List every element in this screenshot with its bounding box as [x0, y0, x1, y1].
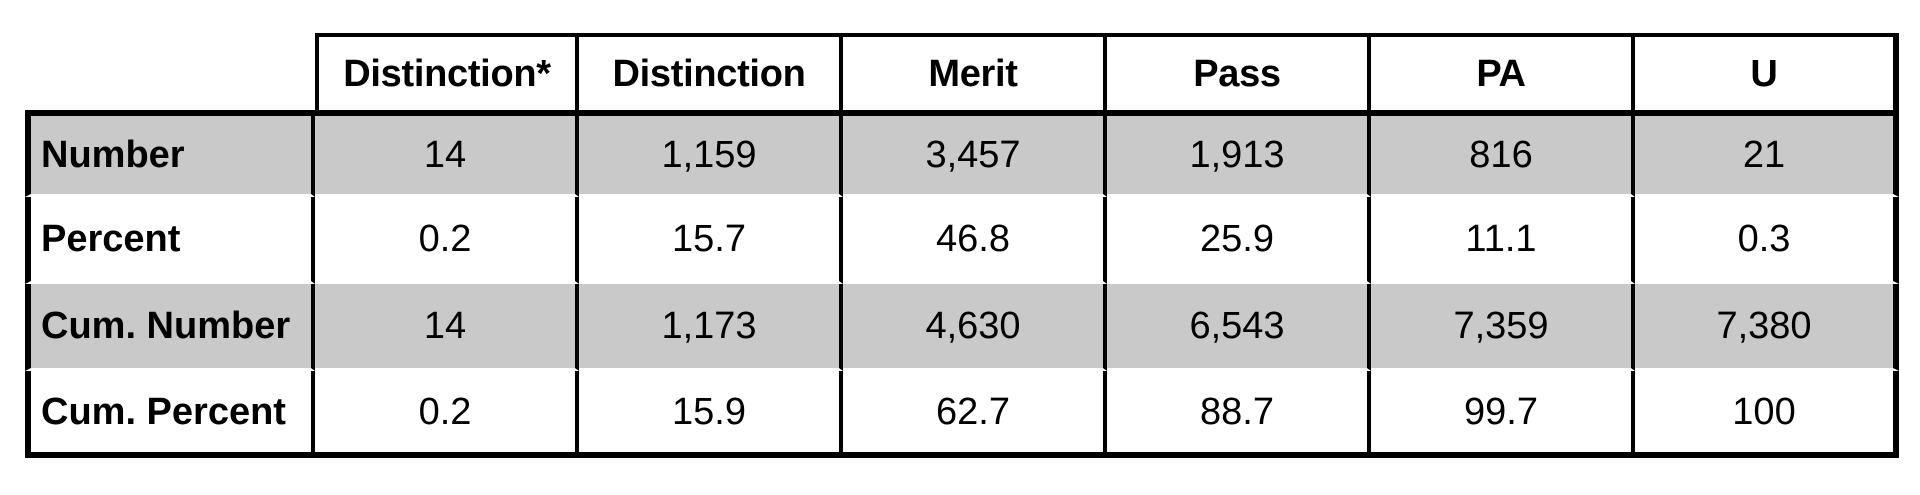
data-cell: 14: [315, 284, 579, 371]
data-cell: 21: [1635, 110, 1899, 197]
column-header-u: U: [1635, 33, 1899, 110]
table-row-cum-number: Cum. Number 14 1,173 4,630 6,543 7,359 7,380: [25, 284, 1899, 371]
data-cell: 0.2: [315, 197, 579, 284]
header-row: Distinction* Distinction Merit Pass PA U: [25, 33, 1899, 110]
data-cell: 0.3: [1635, 197, 1899, 284]
data-cell: 100: [1635, 371, 1899, 458]
row-label-number: Number: [25, 110, 315, 197]
data-cell: 15.9: [579, 371, 843, 458]
column-header-distinction: Distinction*: [315, 33, 579, 110]
data-cell: 99.7: [1371, 371, 1635, 458]
table-row-cum-percent: Cum. Percent 0.2 15.9 62.7 88.7 99.7 100: [25, 371, 1899, 458]
data-cell: 46.8: [843, 197, 1107, 284]
data-cell: 0.2: [315, 371, 579, 458]
data-cell: 88.7: [1107, 371, 1371, 458]
data-cell: 11.1: [1371, 197, 1635, 284]
data-cell: 7,359: [1371, 284, 1635, 371]
data-cell: 7,380: [1635, 284, 1899, 371]
column-header-pass: Pass: [1107, 33, 1371, 110]
data-cell: 62.7: [843, 371, 1107, 458]
data-cell: 14: [315, 110, 579, 197]
grade-distribution-table: Distinction* Distinction Merit Pass PA U Numb…: [25, 33, 1899, 458]
column-header-pa: PA: [1371, 33, 1635, 110]
data-cell: 3,457: [843, 110, 1107, 197]
data-cell: 816: [1371, 110, 1635, 197]
column-header-distinction: Distinction: [579, 33, 843, 110]
data-cell: 1,913: [1107, 110, 1371, 197]
row-label-cum-percent: Cum. Percent: [25, 371, 315, 458]
table-header: Distinction* Distinction Merit Pass PA U: [25, 33, 1899, 110]
data-cell: 4,630: [843, 284, 1107, 371]
data-cell: 1,159: [579, 110, 843, 197]
table-row-percent: Percent 0.2 15.7 46.8 25.9 11.1 0.3: [25, 197, 1899, 284]
data-cell: 6,543: [1107, 284, 1371, 371]
table-body: Number 14 1,159 3,457 1,913 816 21 Percent 0.2 15…: [25, 110, 1899, 458]
table-row-number: Number 14 1,159 3,457 1,913 816 21: [25, 110, 1899, 197]
data-cell: 1,173: [579, 284, 843, 371]
corner-cell: [25, 33, 315, 110]
row-label-percent: Percent: [25, 197, 315, 284]
column-header-merit: Merit: [843, 33, 1107, 110]
data-cell: 15.7: [579, 197, 843, 284]
row-label-cum-number: Cum. Number: [25, 284, 315, 371]
data-cell: 25.9: [1107, 197, 1371, 284]
